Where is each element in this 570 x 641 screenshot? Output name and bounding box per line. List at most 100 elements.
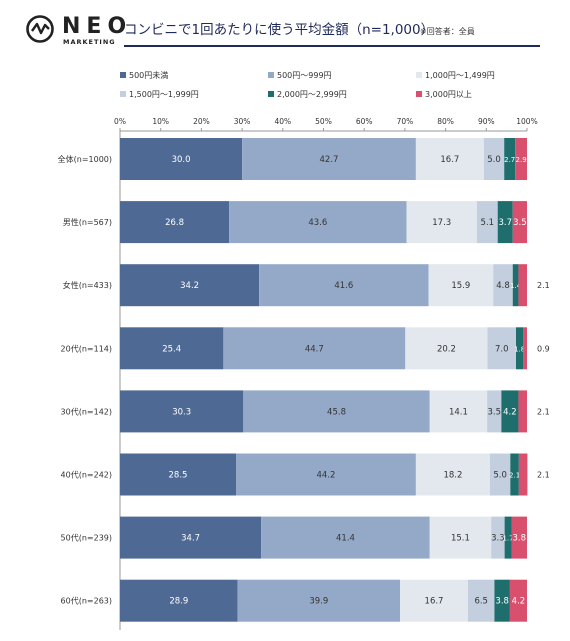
data-label: 30.0 (172, 155, 191, 165)
data-label: 17.3 (432, 218, 451, 228)
bar-segment (518, 453, 528, 496)
bar-segment (491, 516, 505, 559)
data-label: 4.2 (503, 407, 517, 417)
data-label: 2.9 (516, 156, 527, 164)
data-label: 34.7 (181, 534, 200, 544)
data-label: 3.7 (498, 218, 512, 228)
data-label: 14.1 (449, 407, 468, 417)
data-label: 5.1 (481, 218, 495, 228)
data-label: 44.7 (305, 344, 324, 354)
data-label: 2.1 (509, 472, 520, 480)
x-tick-label: 100% (516, 117, 537, 126)
bar-segment (429, 516, 492, 559)
logo-circle-icon (26, 15, 54, 43)
bar-segment (518, 264, 527, 307)
bar-segment (120, 264, 260, 307)
bar-segment (259, 264, 429, 307)
bar-segment (120, 390, 244, 433)
data-label: 3.8 (513, 534, 527, 544)
bar-segment (512, 264, 519, 307)
legend-label: 1,500円〜1,999円 (129, 90, 199, 99)
bar-segment (120, 516, 262, 559)
bar-segment (504, 516, 512, 559)
bar-segment (237, 579, 401, 622)
legend-swatch (416, 72, 422, 78)
x-tick-label: 70% (397, 117, 414, 126)
bar-segment (415, 138, 484, 180)
bar-segment (518, 390, 527, 433)
bar-segment (512, 201, 527, 244)
data-label: 4.2 (512, 597, 526, 607)
data-label: 5.0 (493, 471, 507, 481)
data-label: 3.8 (495, 597, 509, 607)
data-label: 28.5 (169, 471, 188, 481)
bar-segment (501, 390, 519, 433)
data-label: 25.4 (162, 344, 181, 354)
bar-segment (511, 516, 527, 559)
data-label: 2.1 (537, 407, 550, 416)
data-label: 45.8 (327, 407, 346, 417)
category-label: 女性(n=433) (63, 280, 112, 290)
data-label: 43.6 (308, 218, 327, 228)
x-tick-label: 10% (152, 117, 169, 126)
bar-segment (504, 138, 516, 180)
bar-segment (400, 579, 468, 622)
bar-segment (489, 453, 511, 496)
bar-segment (120, 579, 238, 622)
bar-segment (120, 201, 230, 244)
data-label: 3.3 (491, 534, 505, 544)
bar-segment (510, 453, 519, 496)
bar-segment (497, 201, 513, 244)
data-label: 28.9 (169, 597, 188, 607)
x-tick-label: 0% (114, 117, 126, 126)
legend: 500円未満 500円〜999円 1,000円〜1,499円 1,500円〜1,999… (120, 70, 495, 99)
bar-segment (483, 138, 505, 180)
legend-label: 2,000円〜2,999円 (277, 90, 347, 99)
data-label: 2.1 (537, 281, 550, 290)
legend-label: 500円〜999円 (277, 71, 332, 80)
bar-segment (515, 138, 527, 180)
data-label: 30.3 (172, 407, 191, 417)
x-tick-label: 60% (356, 117, 373, 126)
x-tick-label: 90% (478, 117, 495, 126)
legend-swatch (268, 72, 274, 78)
bar-segment (487, 390, 502, 433)
x-tick-label: 50% (315, 117, 332, 126)
category-label: 全体(n=1000) (58, 154, 112, 164)
data-label: 34.2 (180, 281, 199, 291)
bar-segment (428, 264, 494, 307)
bar-segment (516, 327, 524, 370)
bar-segment (235, 453, 416, 496)
data-label: 6.5 (474, 597, 488, 607)
legend-swatch (416, 91, 422, 97)
x-tick-label: 40% (274, 117, 291, 126)
legend-label: 1,000円〜1,499円 (425, 71, 495, 80)
bar-segment (405, 327, 488, 370)
category-label: 20代(n=114) (61, 343, 112, 353)
category-label: 50代(n=239) (61, 533, 112, 543)
data-label: 16.7 (440, 155, 459, 165)
data-label: 15.1 (451, 534, 470, 544)
data-label: 41.6 (334, 281, 353, 291)
data-label: 2.7 (504, 156, 515, 164)
data-label: 3.5 (487, 407, 501, 417)
data-label: 4.8 (496, 281, 510, 291)
data-label: 1.7 (503, 535, 514, 543)
data-label: 44.2 (316, 471, 335, 481)
bar-segment (229, 201, 407, 244)
bar-segment (494, 579, 510, 622)
category-label: 40代(n=242) (61, 470, 112, 480)
category-label: 30代(n=142) (61, 406, 112, 416)
chart-title: コンビニで1回あたりに使う平均金額（n=1,000） (124, 21, 434, 38)
data-label: 5.0 (487, 155, 501, 165)
legend-swatch (120, 91, 126, 97)
data-label: 3.5 (513, 218, 527, 228)
x-tick-label: 30% (234, 117, 251, 126)
data-label: 20.2 (437, 344, 456, 354)
bar-segment (523, 327, 527, 370)
data-label: 41.4 (336, 534, 355, 544)
data-label: 1.4 (510, 282, 522, 290)
logo-wave-icon (31, 22, 50, 35)
bar-segment (415, 453, 490, 496)
bar-segment (120, 327, 224, 370)
